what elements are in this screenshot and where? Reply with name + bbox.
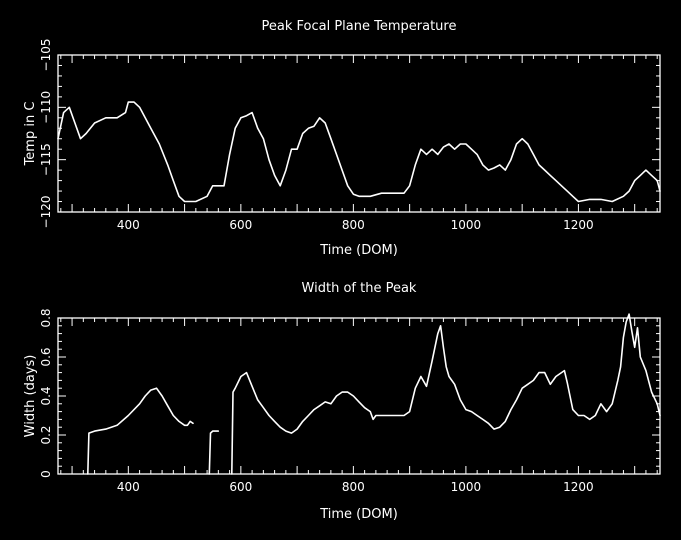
x-axis-label: Time (DOM)	[319, 243, 398, 258]
y-tick-label: 0	[39, 470, 53, 478]
y-tick-label: −115	[39, 143, 53, 176]
x-tick-label: 800	[342, 480, 365, 494]
y-tick-label: 0.8	[39, 308, 53, 327]
chart-title: Peak Focal Plane Temperature	[262, 19, 457, 34]
series-line-1	[87, 387, 194, 475]
x-tick-label: 600	[229, 480, 252, 494]
series-line-3	[231, 313, 661, 475]
y-tick-label: 0.2	[39, 425, 53, 444]
x-tick-label: 400	[117, 218, 140, 232]
series-line-1	[57, 101, 661, 203]
y-tick-label: −120	[39, 196, 53, 229]
x-tick-label: 600	[229, 218, 252, 232]
x-tick-label: 1200	[563, 480, 594, 494]
y-axis-label: Width (days)	[23, 355, 38, 438]
x-tick-label: 1200	[563, 218, 594, 232]
y-tick-label: −110	[39, 91, 53, 124]
plot-frame	[57, 54, 661, 213]
y-tick-label: 0.4	[39, 386, 53, 405]
x-tick-label: 1000	[451, 480, 482, 494]
chart-title: Width of the Peak	[302, 281, 417, 296]
x-tick-label: 800	[342, 218, 365, 232]
x-tick-label: 400	[117, 480, 140, 494]
y-axis-label: Temp in C	[23, 102, 38, 167]
x-tick-label: 1000	[451, 218, 482, 232]
y-tick-label: −105	[39, 39, 53, 72]
x-axis-label: Time (DOM)	[319, 507, 398, 522]
series-line-2	[208, 430, 220, 475]
y-tick-label: 0.6	[39, 347, 53, 366]
